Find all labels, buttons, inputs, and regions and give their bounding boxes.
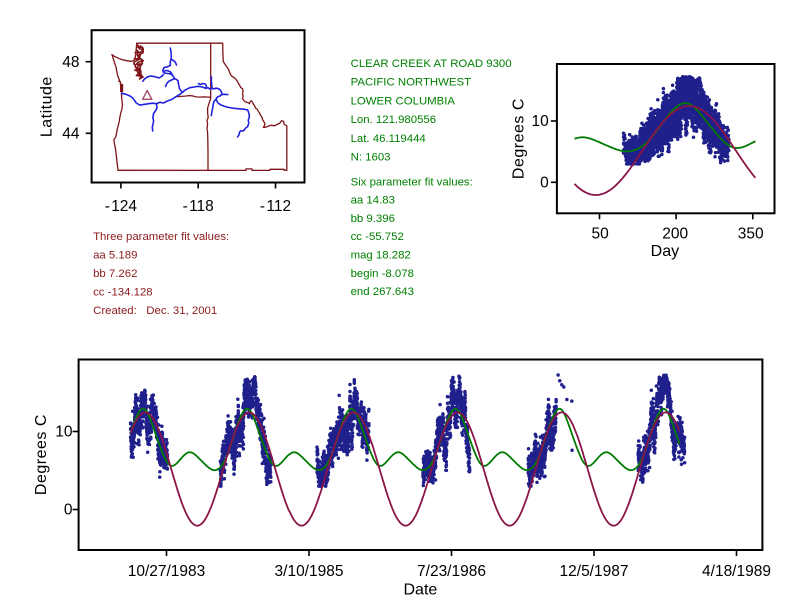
svg-text:10/27/1983: 10/27/1983 xyxy=(128,563,206,580)
svg-text:cc -55.752: cc -55.752 xyxy=(351,231,404,243)
svg-text:Three parameter fit values:: Three parameter fit values: xyxy=(93,231,229,243)
svg-text:7/23/1986: 7/23/1986 xyxy=(417,563,486,580)
svg-text:200: 200 xyxy=(662,225,688,242)
svg-text:Latitude: Latitude xyxy=(39,76,56,137)
svg-text:Day: Day xyxy=(651,243,679,260)
svg-text:bb 7.262: bb 7.262 xyxy=(93,268,137,280)
svg-text:begin -8.078: begin -8.078 xyxy=(351,268,414,280)
svg-text:10: 10 xyxy=(532,113,550,130)
svg-text:4/18/1989: 4/18/1989 xyxy=(702,563,771,580)
svg-text:Degrees C: Degrees C xyxy=(33,414,50,495)
svg-text:- 118: - 118 xyxy=(183,198,214,215)
svg-text:PACIFIC NORTHWEST: PACIFIC NORTHWEST xyxy=(351,77,471,89)
svg-text:Lon. 121.980556: Lon. 121.980556 xyxy=(351,114,437,126)
svg-text:bb 9.396: bb 9.396 xyxy=(351,213,395,225)
svg-text:48: 48 xyxy=(62,54,79,71)
svg-text:Degrees C: Degrees C xyxy=(510,98,527,179)
svg-text:aa 14.83: aa 14.83 xyxy=(351,195,395,207)
svg-text:0: 0 xyxy=(64,502,73,519)
svg-text:44: 44 xyxy=(62,126,80,143)
svg-text:0: 0 xyxy=(540,175,549,192)
svg-text:CLEAR CREEK AT ROAD 9300: CLEAR CREEK AT ROAD 9300 xyxy=(351,58,512,70)
svg-text:12/5/1987: 12/5/1987 xyxy=(560,563,629,580)
svg-text:LOWER COLUMBIA: LOWER COLUMBIA xyxy=(351,95,456,107)
svg-text:10: 10 xyxy=(55,424,73,441)
svg-text:350: 350 xyxy=(738,225,764,242)
svg-text:aa 5.189: aa 5.189 xyxy=(93,250,137,262)
svg-text:Created: Dec. 31, 2001: Created: Dec. 31, 2001 xyxy=(93,305,217,317)
svg-text:mag 18.282: mag 18.282 xyxy=(351,250,411,262)
svg-text:N: 1603: N: 1603 xyxy=(351,152,391,164)
svg-text:- 112: - 112 xyxy=(260,198,291,215)
svg-text:Date: Date xyxy=(404,582,438,599)
svg-text:50: 50 xyxy=(591,225,609,242)
svg-text:cc -134.128: cc -134.128 xyxy=(93,286,153,298)
svg-text:end 267.643: end 267.643 xyxy=(351,286,414,298)
svg-text:Lat. 46.119444: Lat. 46.119444 xyxy=(351,133,426,145)
svg-text:3/10/1985: 3/10/1985 xyxy=(275,563,344,580)
svg-text:Six parameter fit values:: Six parameter fit values: xyxy=(351,176,473,188)
svg-text:- 124: - 124 xyxy=(105,198,138,215)
